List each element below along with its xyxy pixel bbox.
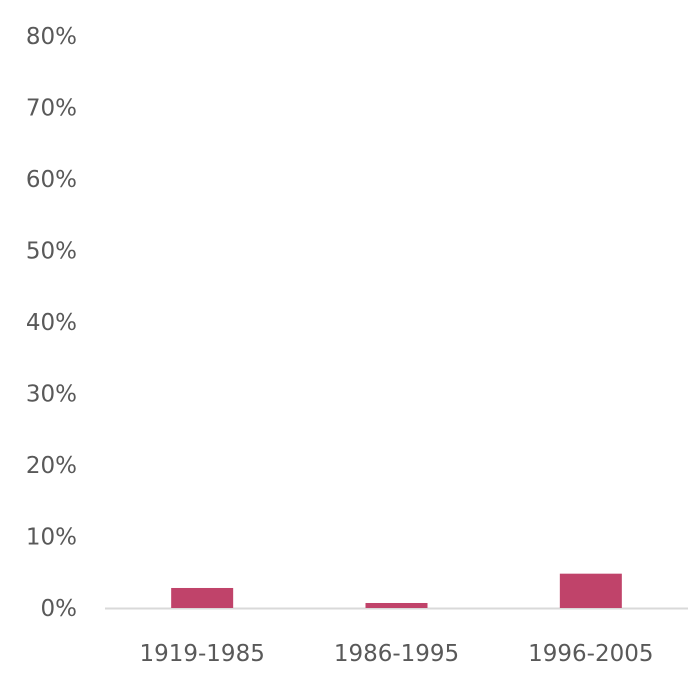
- bar-1996-2005: [559, 573, 622, 608]
- x-category-label: 1986-1995: [334, 641, 459, 667]
- y-tick-label: 80%: [26, 24, 77, 50]
- y-tick-label: 20%: [26, 453, 77, 479]
- y-tick-label: 30%: [26, 382, 77, 408]
- x-axis-category-labels: 1919-1985 1986-1995 1996-2005: [139, 641, 653, 667]
- y-tick-label: 60%: [26, 167, 77, 193]
- y-tick-label: 0%: [41, 596, 78, 622]
- y-tick-label: 10%: [26, 525, 77, 551]
- bars: [171, 573, 622, 608]
- x-category-label: 1919-1985: [139, 641, 264, 667]
- y-tick-label: 70%: [26, 96, 77, 122]
- y-tick-label: 50%: [26, 239, 77, 265]
- y-axis-tick-labels: 0% 10% 20% 30% 40% 50% 60% 70% 80%: [26, 24, 77, 622]
- y-tick-label: 40%: [26, 310, 77, 336]
- bar-1986-1995: [365, 602, 428, 608]
- x-category-label: 1996-2005: [528, 641, 653, 667]
- bar-1919-1985: [171, 587, 234, 608]
